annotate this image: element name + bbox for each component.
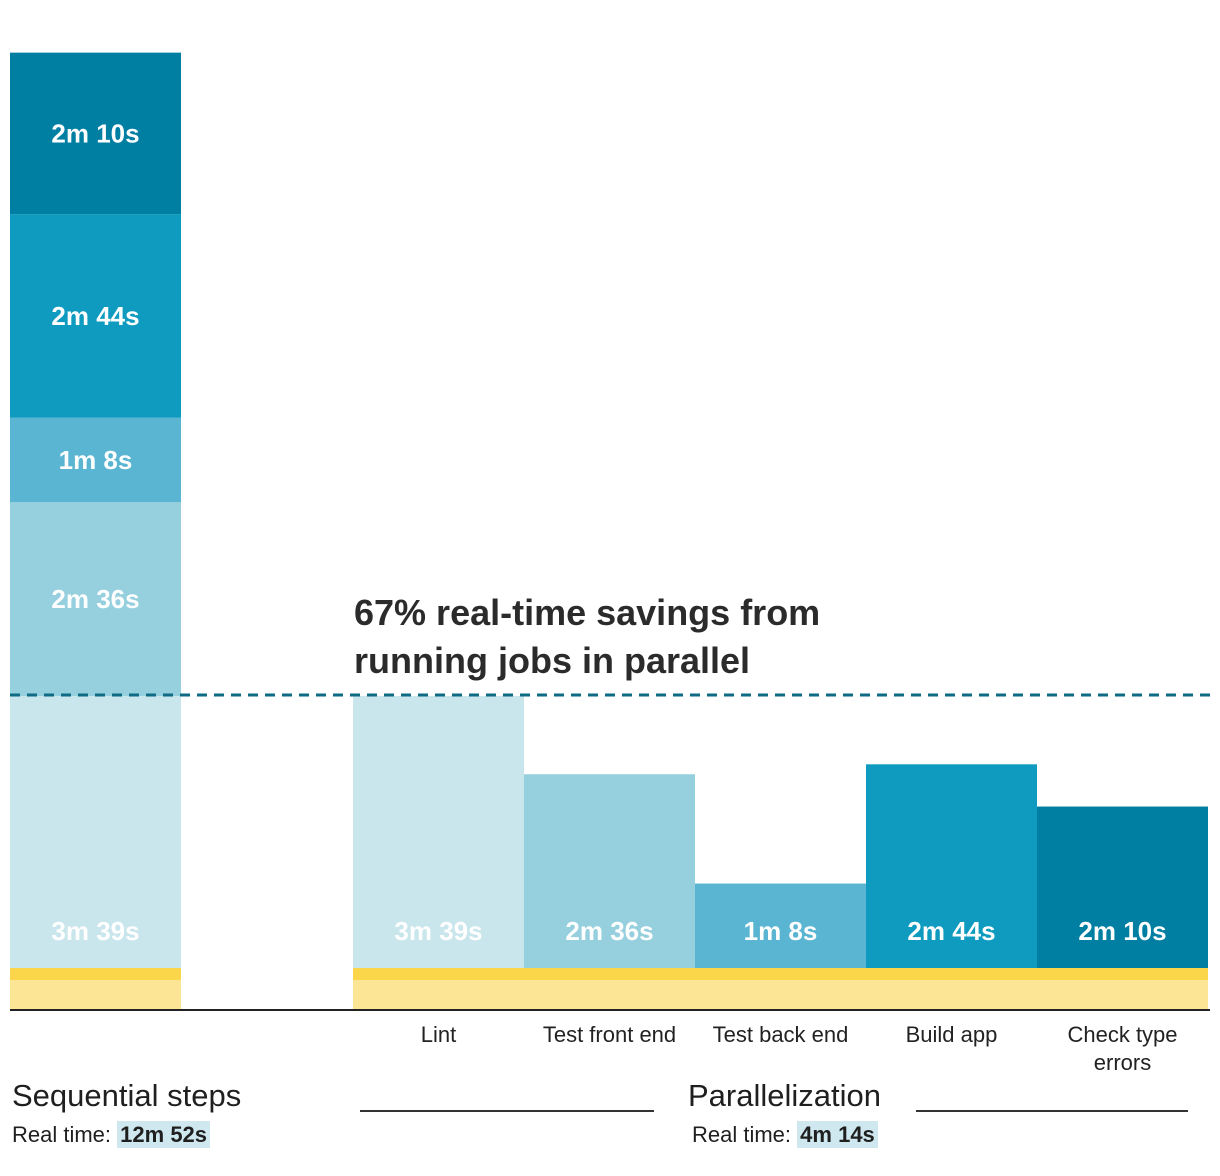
sequential-setup-top [10, 968, 181, 980]
sequential-segment-check-type-errors [10, 52, 181, 215]
parallel-real-time: Real time: 4m 14s [692, 1121, 878, 1148]
category-label-test-front-end: Test front end [543, 1022, 676, 1047]
parallel-bar-label-test-front-end: 2m 36s [565, 916, 653, 946]
parallel-title: Parallelization [688, 1078, 881, 1113]
parallel-bar-label-build-app: 2m 44s [907, 916, 995, 946]
parallel-title-rule-right [916, 1110, 1188, 1112]
sequential-real-time-value: 12m 52s [117, 1121, 211, 1148]
sequential-real-time-label: Real time: [12, 1122, 112, 1147]
parallel-bar-build-app [866, 764, 1037, 968]
parallel-bar-label-lint: 3m 39s [394, 916, 482, 946]
parallel-bar-test-front-end [524, 774, 695, 968]
parallel-bar-label-test-back-end: 1m 8s [744, 916, 818, 946]
parallel-bars: 3m 39s 2m 36s 1m 8s 2m 44s 2m 10s [353, 696, 1208, 1010]
headline-line-2: running jobs in parallel [354, 640, 750, 681]
sequential-segment-test-back-end [10, 417, 181, 503]
parallel-title-rule-left [360, 1110, 654, 1112]
category-label-lint: Lint [421, 1022, 456, 1047]
category-label-build-app: Build app [906, 1022, 998, 1047]
sequential-segment-test-front-end [10, 502, 181, 696]
parallel-setup-bottom [353, 980, 1208, 1010]
sequential-real-time: Real time: 12m 52s [12, 1121, 211, 1148]
sequential-segment-label-check-type-errors: 2m 10s [51, 118, 139, 148]
parallel-bar-label-check-type-errors: 2m 10s [1078, 916, 1166, 946]
parallel-bar-test-back-end [695, 883, 866, 968]
sequential-segment-label-test-front-end: 2m 36s [51, 584, 139, 614]
sequential-segment-lint [10, 696, 181, 968]
sequential-segment-label-test-back-end: 1m 8s [59, 445, 133, 475]
sequential-segment-label-build-app: 2m 44s [51, 301, 139, 331]
category-label-test-back-end: Test back end [713, 1022, 849, 1047]
parallel-bar-lint [353, 696, 524, 968]
sequential-segment-label-lint: 3m 39s [51, 916, 139, 946]
sequential-setup-bottom [10, 980, 181, 1010]
parallel-setup-top [353, 968, 1208, 980]
parallel-bar-check-type-errors [1037, 806, 1208, 968]
sequential-title: Sequential steps [12, 1078, 242, 1113]
parallel-real-time-value: 4m 14s [797, 1121, 878, 1148]
sequential-segment-build-app [10, 214, 181, 418]
category-label-check-type-errors: Check type errors [1067, 1022, 1177, 1075]
category-labels: Lint Test front end Test back end Build app… [421, 1022, 1178, 1075]
parallel-real-time-label: Real time: [692, 1122, 792, 1147]
sequential-stack: 3m 39s 2m 36s 1m 8s 2m 44s 2m 10s [10, 52, 181, 1010]
headline: 67% real-time savings from running jobs … [354, 592, 830, 681]
headline-line-1: 67% real-time savings from [354, 592, 820, 633]
